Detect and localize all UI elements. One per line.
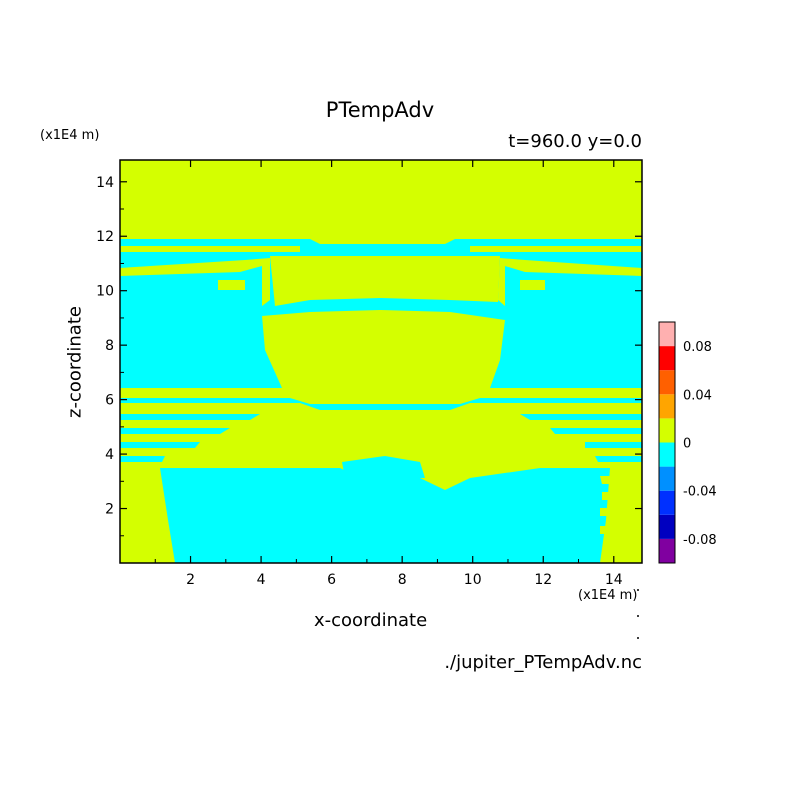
- positive-region: [600, 526, 642, 534]
- negative-region: [160, 468, 610, 563]
- plot-frame: [119, 159, 643, 564]
- source-file-label: ./jupiter_PTempAdv.nc: [444, 652, 642, 673]
- time-slice-label: t=960.0 y=0.0: [508, 131, 642, 152]
- positive-region: [120, 492, 160, 500]
- y-tick-label: 2: [105, 502, 114, 518]
- colorbar-label: -0.04: [683, 485, 717, 500]
- colorbar-swatch: [659, 418, 675, 443]
- y-tick-label: 4: [105, 447, 114, 463]
- positive-region: [602, 492, 642, 500]
- negative-region: [550, 428, 642, 434]
- negative-region: [520, 414, 642, 420]
- negative-region: [585, 442, 642, 448]
- positive-region: [270, 256, 500, 306]
- colorbar-swatch: [659, 442, 675, 467]
- positive-region: [600, 508, 642, 516]
- x-tick-label: 14: [605, 572, 623, 588]
- x-tick-label: 2: [186, 572, 195, 588]
- colorbar-label: -0.08: [683, 533, 717, 548]
- colorbar-swatch: [659, 538, 675, 563]
- positive-region: [120, 524, 165, 532]
- positive-region: [498, 258, 642, 306]
- y-tick-label: 8: [105, 338, 114, 354]
- negative-region: [120, 414, 260, 420]
- colorbar-label: 0.08: [683, 340, 712, 355]
- positive-region: [120, 540, 168, 548]
- positive-region: [218, 280, 245, 290]
- colorbar-label: 0: [683, 437, 691, 452]
- x-tick-label: 12: [534, 572, 552, 588]
- x-tick-label: 4: [257, 572, 266, 588]
- y-tick-label: 6: [105, 393, 114, 409]
- colorbar-swatch: [659, 490, 675, 515]
- negative-region: [120, 239, 642, 388]
- decorative-dots: [637, 589, 639, 639]
- contour-field: [120, 160, 642, 563]
- colorbar-swatch: [659, 370, 675, 395]
- negative-region: [120, 456, 165, 462]
- colorbar-swatch: [659, 514, 675, 539]
- colorbar-swatch: [659, 322, 675, 347]
- colorbar-swatch: [659, 466, 675, 491]
- negative-region: [342, 456, 425, 478]
- x-tick-label: 6: [327, 572, 336, 588]
- x-axis-label: x-coordinate: [314, 610, 428, 631]
- negative-region: [120, 442, 200, 448]
- axes: 2 4 6 8 10 12 14 2 4 6 8 10 12 14: [96, 160, 642, 588]
- z-axis-unit: (x1E4 m): [40, 128, 100, 143]
- negative-region: [120, 398, 642, 410]
- y-tick-label: 10: [96, 284, 114, 300]
- colorbar: 0.08 0.04 0 -0.04 -0.08: [658, 321, 717, 564]
- colorbar-swatch: [659, 394, 675, 419]
- chart-title: PTempAdv: [325, 98, 435, 122]
- x-tick-label: 10: [464, 572, 482, 588]
- negative-region: [120, 428, 230, 434]
- x-tick-label: 8: [398, 572, 407, 588]
- colorbar-frame: [658, 321, 676, 564]
- positive-region: [600, 476, 642, 484]
- positive-region: [520, 280, 545, 290]
- positive-region: [120, 476, 160, 484]
- colorbar-label: 0.04: [683, 388, 712, 403]
- positive-region: [120, 508, 162, 516]
- positive-region: [120, 246, 300, 252]
- colorbar-swatch: [659, 346, 675, 371]
- y-tick-label: 14: [96, 175, 114, 191]
- negative-region: [595, 456, 642, 462]
- positive-region: [605, 544, 642, 552]
- positive-region: [470, 246, 642, 252]
- positive-region: [315, 318, 455, 324]
- positive-region: [120, 258, 270, 306]
- x-axis-unit: (x1E4 m): [578, 588, 638, 603]
- y-tick-label: 12: [96, 229, 114, 245]
